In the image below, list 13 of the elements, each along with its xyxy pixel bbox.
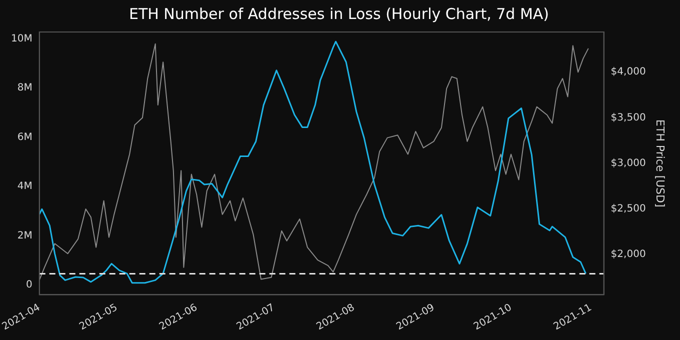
y-tick-label: 4M bbox=[17, 181, 32, 192]
y-tick-label: 0 bbox=[26, 279, 32, 290]
chart-title: ETH Number of Addresses in Loss (Hourly Chart, 7d MA) bbox=[128, 4, 550, 23]
y2-tick-label: $2,500 bbox=[610, 204, 646, 215]
y-tick-label: 8M bbox=[17, 82, 32, 94]
y2-tick-label: $2,000 bbox=[610, 249, 646, 260]
y-tick-label: 6M bbox=[17, 132, 32, 143]
y2-tick-label: $3,000 bbox=[610, 158, 646, 169]
y2-tick-label: $4,000 bbox=[610, 66, 646, 78]
y2-tick-label: $3,500 bbox=[610, 112, 646, 124]
y-tick-label: 2M bbox=[17, 230, 32, 242]
y2-axis-title: ETH Price [USD] bbox=[654, 119, 667, 208]
y-tick-label: 10M bbox=[10, 33, 32, 44]
